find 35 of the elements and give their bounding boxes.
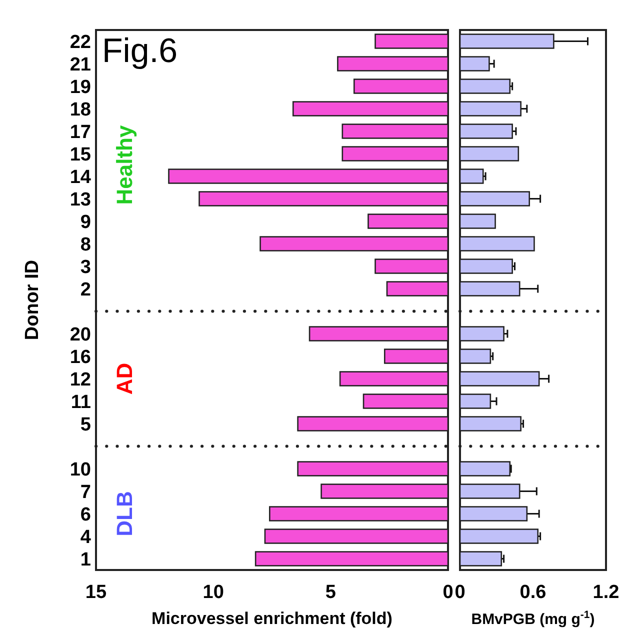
y-tick-label: 7 (80, 482, 91, 503)
y-tick-label: 11 (70, 392, 92, 413)
y-tick-label: 13 (70, 189, 91, 210)
y-tick-label: 15 (70, 144, 92, 166)
annotation: AD (112, 362, 137, 395)
y-tick-label: 2 (80, 279, 91, 300)
y-tick-label: 6 (80, 504, 91, 526)
y-tick-label: 12 (70, 369, 91, 390)
y-tick-label: 20 (70, 324, 91, 346)
y-tick-label: 4 (80, 526, 92, 548)
x-axis-title: BMvPGB (mg g$^{-1}$) (471, 609, 595, 628)
y-tick-label: 5 (80, 414, 92, 436)
y-tick-label: 17 (70, 122, 91, 143)
annotation: Healthy (112, 124, 137, 205)
x-axis-title: Microvessel enrichment (fold) (152, 609, 392, 628)
y-tick-label: 14 (70, 166, 92, 188)
chart-title: Fig.6 (102, 32, 178, 70)
y-tick-label: 3 (80, 256, 91, 278)
y-tick-label: 16 (70, 346, 91, 368)
x-tick-label: 0 (442, 582, 454, 603)
x-tick-label: 1.2 (592, 582, 620, 603)
y-axis-title: Donor ID (22, 260, 43, 340)
y-tick-label: 10 (70, 459, 91, 480)
y-tick-label: 22 (70, 32, 91, 53)
y-tick-label: 8 (80, 234, 91, 256)
y-tick-label: 18 (70, 99, 91, 120)
y-tick-label: 21 (70, 54, 92, 76)
x-tick-label: 5 (325, 582, 336, 603)
x-tick-label: 0.6 (520, 582, 546, 603)
x-tick-label: 0 (454, 582, 466, 603)
annotation: DLB (112, 491, 137, 536)
x-tick-label: 10 (202, 582, 224, 603)
y-tick-label: 9 (80, 212, 91, 233)
y-tick-label: 1 (80, 549, 92, 570)
y-tick-label: 19 (70, 76, 91, 98)
